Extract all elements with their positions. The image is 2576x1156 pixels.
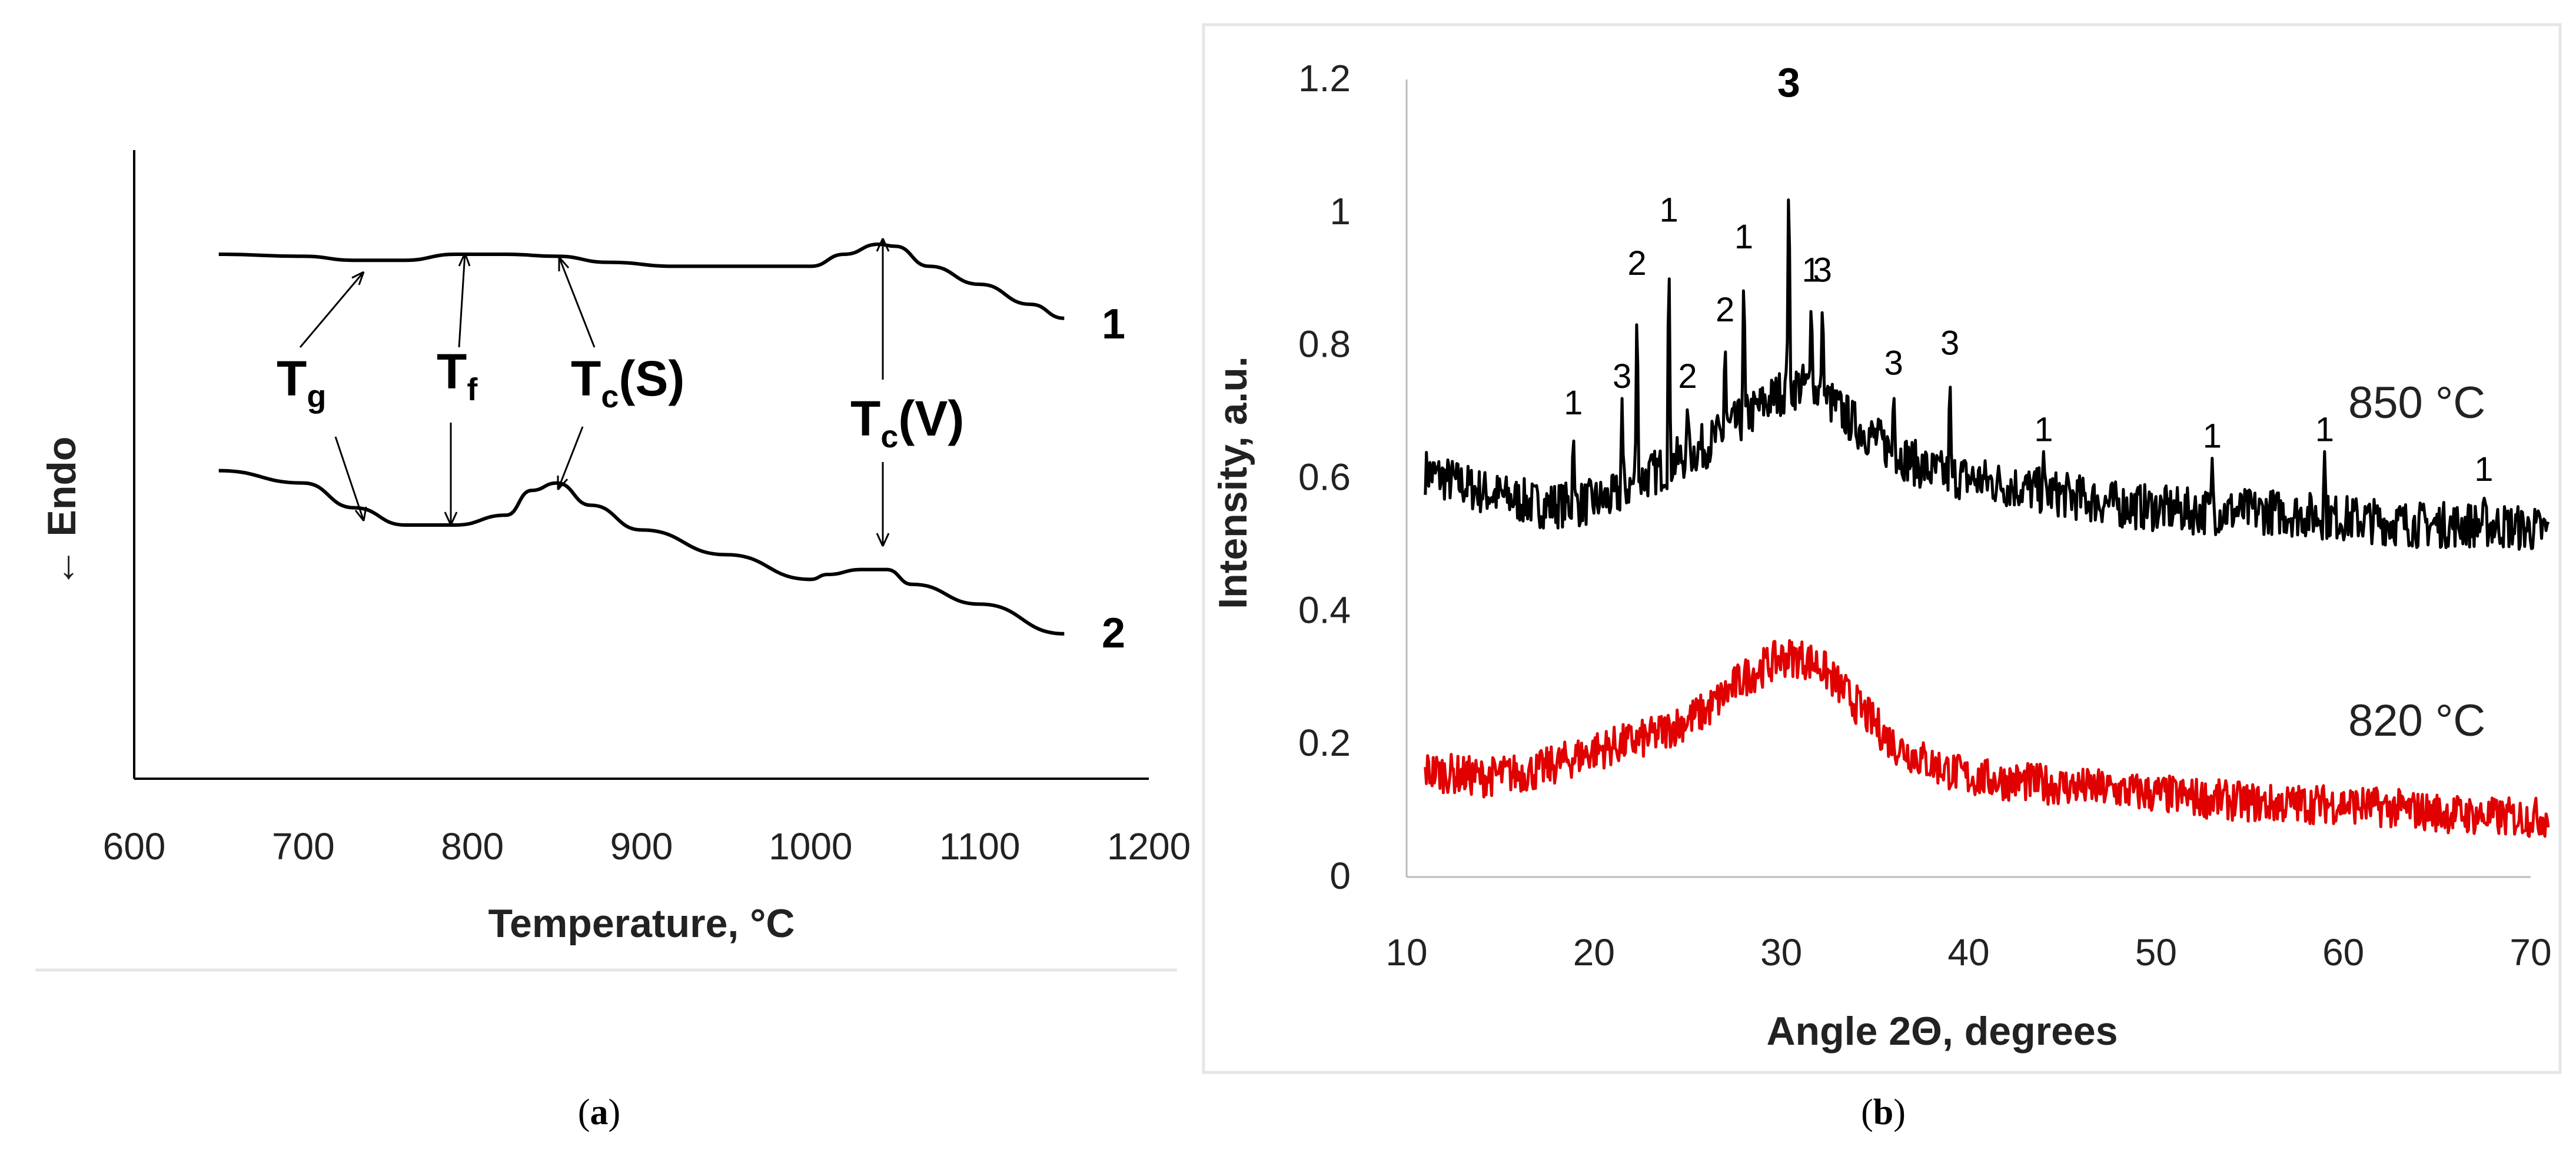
panel-b-peak-label: 1 (1801, 251, 1820, 289)
panel-a-annotation-arrows (299, 238, 890, 547)
panel-a-curve-1 (218, 243, 1065, 320)
panel-a-curve-label-2: 2 (1102, 610, 1125, 657)
tg-arrow-up (299, 271, 365, 348)
tg-annotation: Tg (277, 351, 326, 414)
tcs-arrow-down (557, 426, 584, 490)
panel-a-x-axis-title: Temperature, °C (488, 901, 795, 946)
panel-b-series-850 (1424, 198, 2550, 551)
tcs-arrowhead-up (558, 257, 570, 271)
panel-a-curve-label-1: 1 (1102, 301, 1125, 348)
panel-b-caption: (b) (1861, 1092, 1906, 1132)
panel-a-dsc-chart: 600 700 800 900 1000 1100 1200 Temperature, °C… (35, 150, 1191, 1132)
tg-arrow-down (334, 436, 365, 521)
panel-b-peak-label: 3 (1777, 59, 1800, 105)
panel-b-y-tick: 1 (1329, 190, 1351, 232)
panel-b-peak-label: 1 (2034, 410, 2053, 449)
panel-b-y-tick: 0.2 (1298, 722, 1351, 764)
tcs-annotation: Tc(S) (571, 351, 684, 414)
panel-a-y-axis-title: ← Endo (39, 437, 84, 588)
panel-b-x-tick-labels: 10 20 30 40 50 60 70 (1385, 931, 2551, 974)
tf-arrow-up (458, 253, 466, 348)
panel-b-y-tick: 0.4 (1298, 589, 1351, 631)
panel-b-peak-label: 1 (1734, 218, 1753, 256)
panel-b-peak-label: 3 (1613, 357, 1631, 396)
panel-b-peak-label: 3 (1884, 344, 1903, 382)
panel-b-y-tick: 0.8 (1298, 323, 1351, 366)
tg-arrowhead-up (351, 271, 365, 285)
panel-b-y-tick-labels: 0 0.2 0.4 0.6 0.8 1 1.2 (1298, 57, 1351, 897)
tf-arrowhead-up (458, 253, 471, 267)
panel-b-xrd-chart: 0 0.2 0.4 0.6 0.8 1 1.2 10 20 30 40 50 60 70 Angle 2… (1202, 23, 2562, 1132)
tcv-arrowhead-up (876, 238, 890, 252)
panel-b-label-820: 820 °C (2348, 696, 2485, 746)
panel-a-x-tick: 900 (610, 825, 673, 868)
panel-b-y-tick: 1.2 (1298, 57, 1351, 99)
panel-b-x-tick: 40 (1947, 931, 1989, 974)
panel-b-peak-label: 2 (1678, 357, 1697, 396)
panel-a-x-tick: 800 (441, 825, 504, 868)
panel-b-x-tick: 20 (1573, 931, 1615, 974)
panel-b-peak-label: 2 (1716, 291, 1734, 329)
tcv-annotation: Tc(V) (850, 391, 964, 454)
panel-a-x-tick: 700 (272, 825, 335, 868)
panel-b-y-tick: 0.6 (1298, 456, 1351, 499)
panel-b-peak-label: 3 (1813, 251, 1832, 289)
panel-b-peak-label: 1 (1564, 384, 1583, 422)
panel-a-curve-2 (218, 469, 1065, 636)
panel-b-x-tick: 70 (2509, 931, 2551, 974)
panel-b-peak-label: 1 (2315, 410, 2334, 449)
panel-b-peak-label: 2 (1627, 244, 1646, 283)
panel-b-label-850: 850 °C (2348, 378, 2485, 428)
panel-b-peak-label: 3 (1940, 324, 1959, 363)
panel-b-x-tick: 50 (2135, 931, 2177, 974)
panel-b-series-820 (1424, 639, 2550, 838)
tcs-arrowhead-down (557, 476, 569, 490)
panel-b-x-tick: 30 (1760, 931, 1802, 974)
panel-b-peak-label: 1 (2203, 417, 2222, 456)
panel-a-x-tick: 600 (103, 825, 166, 868)
panel-a-x-tick: 1100 (939, 825, 1021, 868)
panel-b-peak-label: 1 (2474, 450, 2493, 489)
tcv-arrowhead-down (876, 533, 890, 547)
panel-b-frame (1202, 23, 2562, 1074)
panel-a-x-tick: 1000 (769, 825, 852, 868)
panel-b-x-axis-title: Angle 2Θ, degrees (1766, 1009, 2118, 1054)
panel-b-peak-label: 1 (1660, 191, 1678, 230)
tg-arrowhead-down (354, 506, 367, 521)
panel-b-y-axis-title: Intensity, a.u. (1211, 356, 1255, 609)
panel-a-x-tick-labels: 600 700 800 900 1000 1100 1200 (103, 825, 1191, 868)
tf-annotation: Tf (437, 344, 478, 407)
panel-b-x-tick: 60 (2322, 931, 2364, 974)
panel-b-y-tick: 0 (1329, 855, 1351, 897)
panel-a-x-tick: 1200 (1107, 825, 1191, 868)
tcs-arrow-up (558, 257, 596, 348)
panel-b-x-tick: 10 (1385, 931, 1427, 974)
tf-arrowhead-down (444, 511, 458, 526)
panel-a-caption: (a) (578, 1092, 620, 1132)
